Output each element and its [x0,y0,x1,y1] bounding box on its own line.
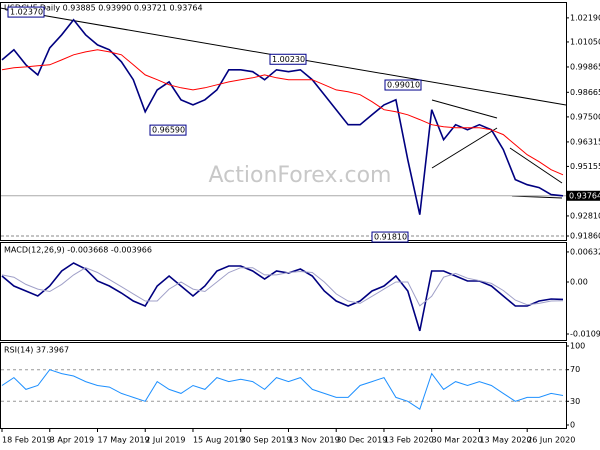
y-tick-label: 30 [570,397,580,406]
y-tick-label: 100 [570,342,585,351]
y-tick-label: -0.010939 [570,330,600,339]
x-tick-label: 15 Aug 2019 [193,436,244,445]
macd-title: MACD(12,26,9) -0.003668 -0.003966 [4,246,152,255]
y-tick-label: 0.98665 [570,88,600,97]
y-tick-label: 1.02190 [570,13,600,22]
x-tick-label: 30 Sep 2019 [241,436,292,445]
y-tick-label: 0.97500 [570,112,600,121]
x-tick-label: 13 Nov 2019 [288,436,339,445]
x-tick-label: 26 Jun 2020 [527,436,575,445]
trend-line [511,195,563,199]
macd-panel [0,242,567,341]
annotation-label: 0.91810 [374,233,407,242]
series-line [1,262,564,332]
price-panel [0,2,567,241]
rsi-title: RSI(14) 37.3967 [4,346,69,355]
series-line [1,267,564,307]
x-tick-label: 2 Jul 2019 [145,436,185,445]
y-tick-label: 0.00 [570,277,588,286]
y-tick-label: 0.006321 [570,247,600,256]
annotation-box [384,79,422,91]
watermark: ActionForex.com [209,163,392,188]
x-tick-label: 18 Feb 2019 [2,436,52,445]
last-price-label: 0.93764 [569,191,600,200]
y-tick-label: 0.96315 [570,137,600,146]
x-tick-label: 17 May 2019 [97,436,149,445]
y-tick-label: 0.99865 [570,62,600,71]
y-tick-label: 70 [570,365,580,374]
series-line [1,369,564,410]
x-tick-label: 30 Dec 2019 [336,436,387,445]
annotation-label: 0.99010 [387,81,420,90]
annotation-label: 0.96590 [152,126,185,135]
annotation-box [371,231,409,243]
x-tick-label: 13 May 2020 [479,436,531,445]
rsi-panel [0,342,567,429]
price-title: USDCHF,Daily 0.93885 0.93990 0.93721 0.9… [4,4,203,13]
series-line [1,49,564,176]
annotation-box [269,53,307,65]
y-tick-label: 0.91860 [570,231,600,240]
trend-line [509,147,563,184]
y-tick-label: 0 [570,421,575,430]
trend-line [431,99,498,119]
annotation-label: 1.02370 [10,8,43,17]
y-tick-label: 0.92810 [570,211,600,220]
x-tick-label: 30 Mar 2020 [432,436,483,445]
x-tick-label: 3 Apr 2019 [50,436,94,445]
y-tick-label: 0.95155 [570,162,600,171]
annotation-box [7,6,45,18]
last-price-box [567,190,600,201]
annotation-label: 1.00230 [272,55,305,64]
x-tick-label: 13 Feb 2020 [384,436,434,445]
series-line [1,18,564,215]
y-tick-label: 1.01050 [570,37,600,46]
trend-line [431,127,498,169]
annotation-box [149,124,187,136]
